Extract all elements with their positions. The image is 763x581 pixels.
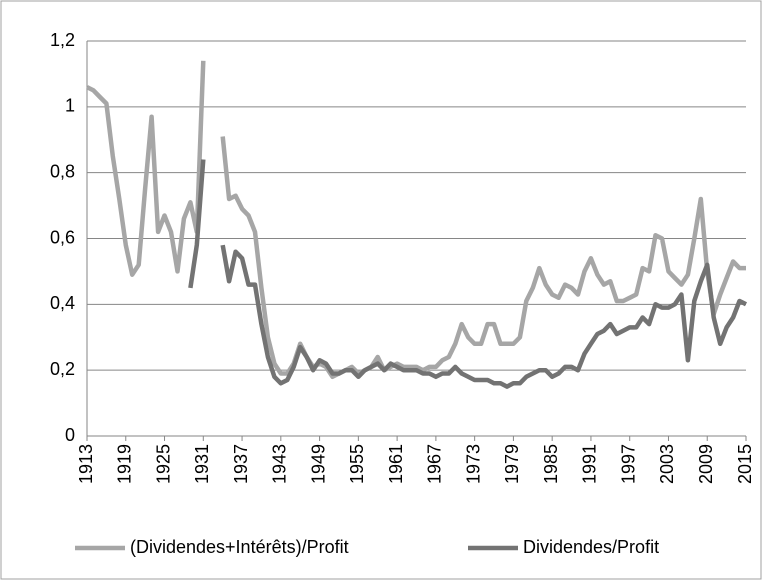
x-tick-label: 1919 (115, 444, 135, 484)
x-tick-label: 1973 (463, 444, 483, 484)
y-tick-label: 0,4 (50, 293, 75, 313)
x-tick-label: 1979 (502, 444, 522, 484)
y-tick-label: 0 (65, 425, 75, 445)
x-tick-label: 1991 (580, 444, 600, 484)
x-tick-label: 1997 (618, 444, 638, 484)
x-tick-label: 1925 (153, 444, 173, 484)
y-tick-label: 1 (65, 96, 75, 116)
legend-label: (Dividendes+Intérêts)/Profit (130, 537, 349, 557)
x-tick-label: 1931 (192, 444, 212, 484)
y-tick-label: 0,8 (50, 161, 75, 181)
x-tick-label: 1961 (386, 444, 406, 484)
y-tick-label: 0,6 (50, 227, 75, 247)
series-line (188, 159, 748, 389)
x-tick-label: 1949 (308, 444, 328, 484)
x-tick-label: 1943 (270, 444, 290, 484)
x-tick-label: 1955 (347, 444, 367, 484)
legend-label: Dividendes/Profit (523, 537, 659, 557)
x-tick-label: 1985 (541, 444, 561, 484)
x-tick-label: 2009 (696, 444, 716, 484)
x-tick-label: 1913 (76, 444, 96, 484)
x-tick-label: 2003 (657, 444, 677, 484)
x-tick-label: 1937 (231, 444, 251, 484)
y-tick-label: 1,2 (50, 30, 75, 50)
x-tick-label: 2015 (735, 444, 755, 484)
y-tick-label: 0,2 (50, 359, 75, 379)
x-tick-label: 1967 (425, 444, 445, 484)
